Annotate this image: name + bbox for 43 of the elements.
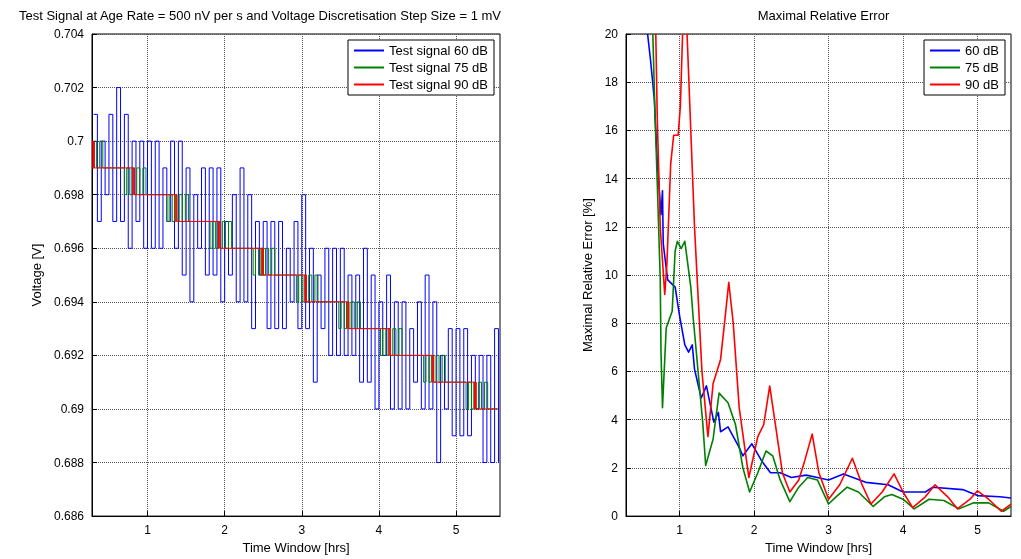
x-tick-label: 4 [899,523,907,538]
y-tick-label: 20 [604,27,619,41]
y-tick-label: 0.688 [53,455,85,470]
legend-label: Test signal 60 dB [389,43,489,58]
x-tick-label: 2 [221,523,229,538]
y-tick-label: 0.686 [53,509,85,524]
y-tick-label: 0.698 [53,187,85,202]
chart-title: Test Signal at Age Rate = 500 nV per s and Voltage Discretisation Step Size = 1 mV [18,8,502,23]
y-axis-title: Voltage [V] [29,243,45,307]
x-tick-label: 2 [750,523,758,538]
x-axis-title: Time Window [hrs] [764,540,873,555]
y-tick-label: 4 [611,412,619,427]
chart-title: Maximal Relative Error [757,8,890,23]
y-tick-label: 10 [604,268,619,283]
y-tick-label: 0 [611,509,619,524]
y-tick-label: 0.696 [53,241,85,256]
y-tick-label: 6 [611,364,619,379]
legend-label: 60 dB [965,43,1000,58]
x-tick-label: 5 [452,523,460,538]
x-tick-label: 3 [298,523,306,538]
legend-label: 90 dB [965,77,1000,92]
y-tick-label: 0.69 [60,401,85,416]
x-tick-label: 4 [375,523,383,538]
legend-label: 75 dB [965,60,1000,75]
x-tick-label: 1 [144,523,152,538]
legend-label: Test signal 75 dB [389,60,489,75]
x-tick-label: 3 [825,523,833,538]
y-tick-label: 0.692 [53,348,85,363]
legend-label: Test signal 90 dB [389,77,489,92]
y-tick-label: 18 [604,75,619,90]
y-tick-label: 0.7 [67,134,85,149]
y-tick-label: 0.704 [53,27,85,41]
y-tick-label: 0.694 [53,294,85,309]
y-tick-label: 16 [604,123,619,138]
y-tick-label: 12 [604,219,619,234]
x-tick-label: 5 [974,523,982,538]
x-axis-title: Time Window [hrs] [242,540,350,555]
x-tick-label: 1 [676,523,684,538]
y-tick-label: 14 [604,171,619,186]
y-tick-label: 8 [611,316,619,331]
y-tick-label: 2 [611,460,619,475]
y-tick-label: 0.702 [53,80,85,95]
y-axis-title: Maximal Relative Error [%] [579,198,595,352]
